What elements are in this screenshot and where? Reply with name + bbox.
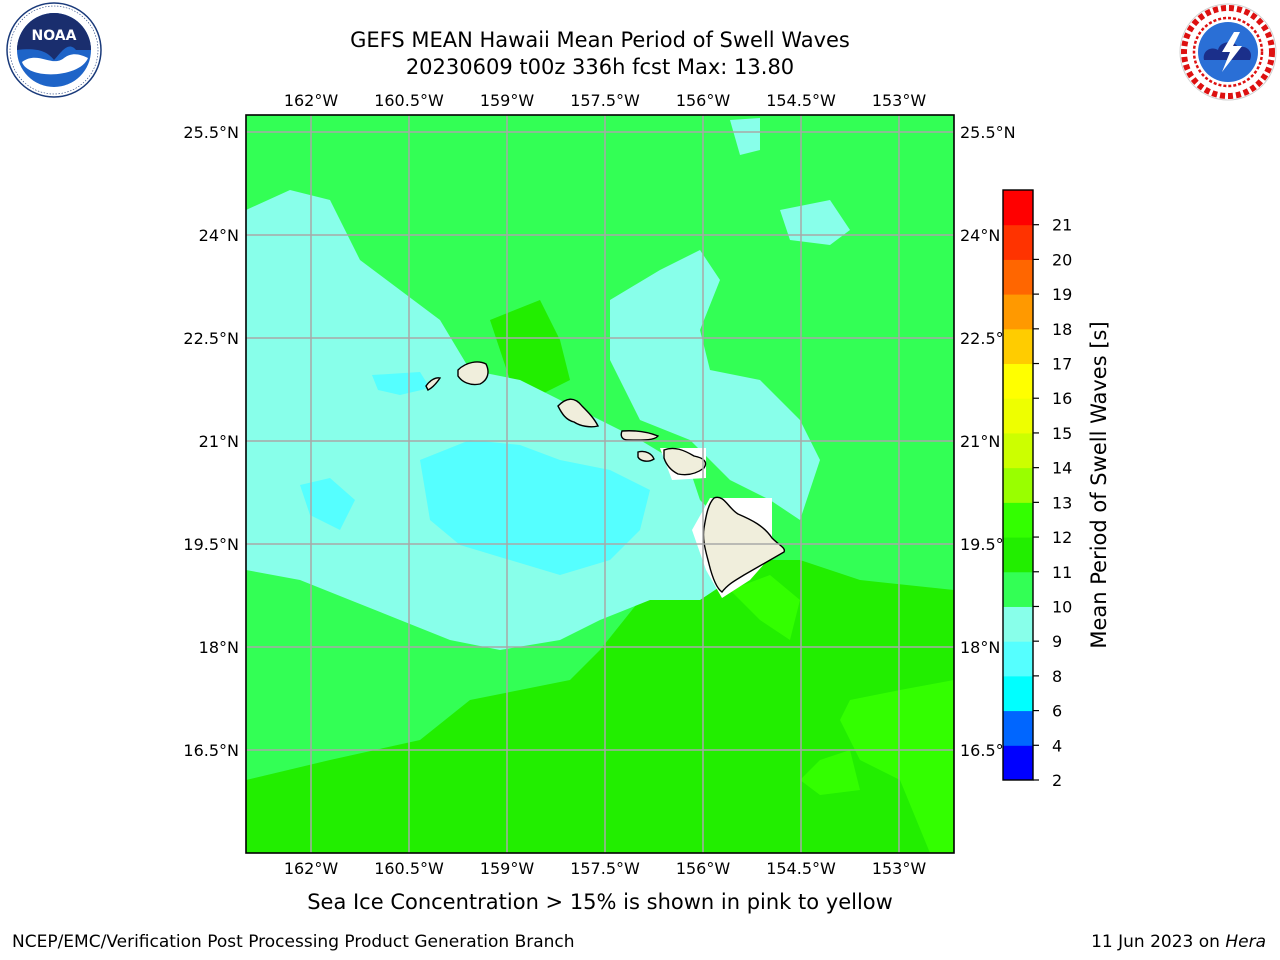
sea-ice-note: Sea Ice Concentration > 15% is shown in … xyxy=(307,890,893,914)
lon-label-bottom: 154.5°W xyxy=(766,859,836,878)
lon-label-bottom: 156°W xyxy=(676,859,731,878)
colorbar-tick-label: 11 xyxy=(1052,563,1072,582)
colorbar-swatch xyxy=(1003,328,1033,365)
colorbar-swatch xyxy=(1003,675,1033,712)
colorbar-swatch xyxy=(1003,467,1033,503)
colorbar-label: Mean Period of Swell Waves [s] xyxy=(1087,321,1111,648)
lon-label-bottom: 160.5°W xyxy=(374,859,444,878)
colorbar-swatch xyxy=(1003,502,1033,538)
period-11-12-region xyxy=(246,560,954,853)
lon-label-bottom: 162°W xyxy=(284,859,339,878)
swell-period-field xyxy=(246,115,954,853)
colorbar-tick-label: 8 xyxy=(1052,667,1062,686)
lat-label-left: 25.5°N xyxy=(183,123,239,142)
run-host: Hera xyxy=(1225,932,1266,952)
graticule xyxy=(246,115,954,853)
lon-label-bottom: 159°W xyxy=(480,859,535,878)
colorbar-swatch xyxy=(1003,710,1033,746)
lat-label-right: 19.5°N xyxy=(960,535,1016,554)
lat-label-left: 18°N xyxy=(199,638,239,657)
lon-label-top: 153°W xyxy=(872,91,927,110)
colorbar-tick-label: 18 xyxy=(1052,320,1072,339)
colorbar-swatch xyxy=(1003,432,1033,469)
lat-label-right: 22.5°N xyxy=(960,329,1016,348)
period-12-13-region-se xyxy=(840,680,954,853)
colorbar-swatch xyxy=(1003,363,1033,399)
colorbar-swatch xyxy=(1003,641,1033,677)
period-8-9-region-w xyxy=(300,478,355,530)
colorbar-frame xyxy=(1002,189,1034,781)
colorbar-swatch xyxy=(1003,571,1033,607)
period-9-10-region-ne xyxy=(780,200,850,245)
lat-label-right: 16.5°N xyxy=(960,741,1016,760)
lon-label-top: 162°W xyxy=(284,91,339,110)
period-11-12-region-n xyxy=(490,300,570,395)
lon-label-bottom: 153°W xyxy=(872,859,927,878)
colorbar-swatch xyxy=(1003,190,1033,226)
run-date: 11 Jun 2023 on Hera xyxy=(1091,932,1266,952)
period-12-13-region-s xyxy=(800,750,860,795)
lat-label-right: 24°N xyxy=(960,226,1000,245)
colorbar-swatch xyxy=(1003,606,1033,642)
niihau-island xyxy=(425,377,442,391)
colorbar-tick-label: 13 xyxy=(1052,493,1072,512)
noaa-logo-icon: NOAA xyxy=(6,2,102,98)
lon-label-bottom: 157.5°W xyxy=(570,859,640,878)
colorbar-legend: 2 4 6 8 9 10 11 12 13 14 15 16 17 18 19 20 21 Mean Period… xyxy=(1002,189,1111,790)
period-8-9-region-kauai xyxy=(372,372,430,395)
oahu-island xyxy=(557,398,600,428)
colorbar-tick-label: 15 xyxy=(1052,424,1072,443)
lon-label-top: 160.5°W xyxy=(374,91,444,110)
colorbar-swatch xyxy=(1003,259,1033,295)
colorbar-tick-label: 2 xyxy=(1052,771,1062,790)
colorbar-swatch xyxy=(1003,398,1033,434)
run-date-text: 11 Jun 2023 on xyxy=(1091,932,1226,952)
colorbar-swatch xyxy=(1003,537,1033,573)
colorbar-tick-label: 19 xyxy=(1052,285,1072,304)
colorbar-tick-label: 9 xyxy=(1052,632,1062,651)
colorbar-tick-label: 6 xyxy=(1052,702,1062,721)
lat-label-right: 25.5°N xyxy=(960,123,1016,142)
lat-label-right: 18°N xyxy=(960,638,1000,657)
axis-tick-labels: 162°W 162°W 160.5°W 160.5°W 159°W 159°W 157.5°… xyxy=(183,91,1015,878)
period-9-10-region-n xyxy=(730,118,760,155)
noaa-logo-text: NOAA xyxy=(32,28,77,44)
colorbar-swatch xyxy=(1003,224,1033,260)
hawaiian-islands xyxy=(425,361,786,598)
map-frame xyxy=(245,114,955,854)
map-subtitle: 20230609 t00z 336h fcst Max: 13.80 xyxy=(405,55,795,79)
colorbar-tick-label: 4 xyxy=(1052,736,1062,755)
lon-label-top: 159°W xyxy=(480,91,535,110)
nws-logo-icon xyxy=(1179,3,1277,101)
producer-credit: NCEP/EMC/Verification Post Processing Pr… xyxy=(12,932,575,952)
period-8-9-region xyxy=(420,440,650,575)
colorbar-tick-label: 14 xyxy=(1052,459,1072,478)
colorbar-tick-label: 10 xyxy=(1052,597,1072,616)
lat-label-left: 24°N xyxy=(199,226,239,245)
lon-label-top: 157.5°W xyxy=(570,91,640,110)
map-title: GEFS MEAN Hawaii Mean Period of Swell Wa… xyxy=(350,28,850,52)
colorbar-tick-label: 21 xyxy=(1052,216,1072,235)
period-9-10-region-central xyxy=(610,250,820,520)
lon-label-top: 154.5°W xyxy=(766,91,836,110)
lat-label-left: 22.5°N xyxy=(183,329,239,348)
lon-label-top: 156°W xyxy=(676,91,731,110)
molokai-island xyxy=(620,430,660,441)
kauai-island xyxy=(457,361,489,386)
colorbar-swatch xyxy=(1003,745,1033,781)
lat-label-left: 16.5°N xyxy=(183,741,239,760)
period-12-13-region-bigisland xyxy=(730,575,800,640)
colorbar-tick-label: 12 xyxy=(1052,528,1072,547)
colorbar-tick-label: 17 xyxy=(1052,355,1072,374)
lat-label-right: 21°N xyxy=(960,432,1000,451)
lanai-island xyxy=(637,450,655,462)
colorbar-swatch xyxy=(1003,294,1033,330)
lat-label-left: 19.5°N xyxy=(183,535,239,554)
colorbar-tick-label: 20 xyxy=(1052,250,1072,269)
lat-label-left: 21°N xyxy=(199,432,239,451)
colorbar-tick-label: 16 xyxy=(1052,389,1072,408)
maui-island xyxy=(663,447,707,476)
